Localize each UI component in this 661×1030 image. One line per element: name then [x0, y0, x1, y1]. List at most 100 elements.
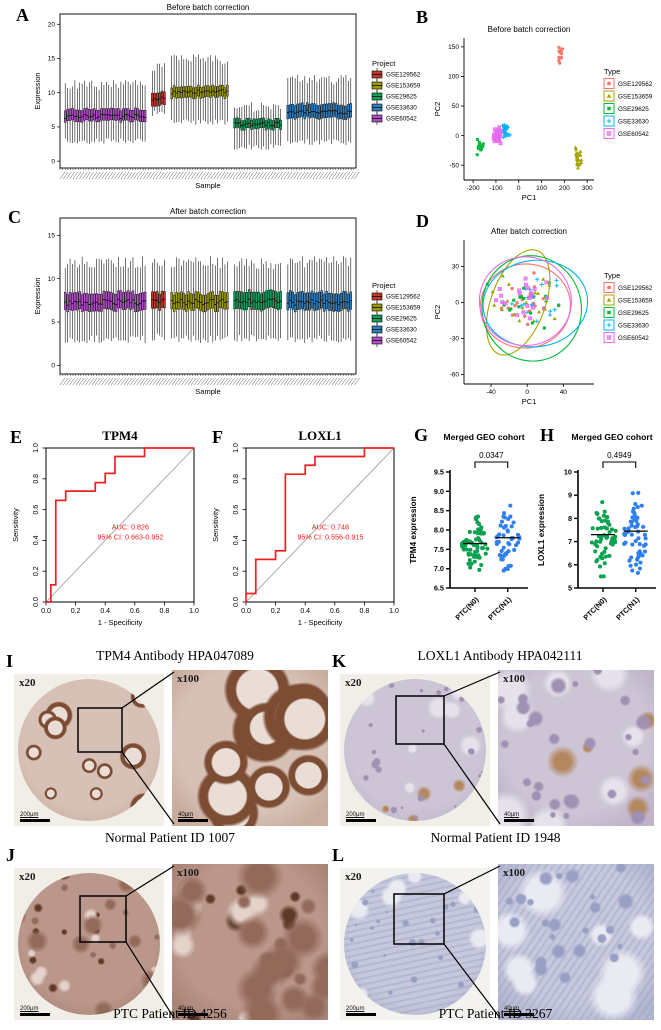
- panel-letter-l: L: [332, 845, 345, 865]
- scale-label: 200µm: [20, 1006, 39, 1013]
- svg-text:0.8: 0.8: [160, 608, 170, 615]
- roc-curve: [46, 447, 194, 603]
- cluster-GSE153659: [573, 145, 584, 170]
- scale-bar: 40µm: [178, 1006, 208, 1016]
- svg-text:LOXL1 expression: LOXL1 expression: [537, 494, 546, 566]
- svg-text:Merged GEO cohort: Merged GEO cohort: [571, 432, 652, 442]
- svg-text:GSE60542: GSE60542: [386, 116, 417, 123]
- roc-curve: [245, 447, 394, 602]
- svg-text:-40: -40: [486, 389, 496, 396]
- svg-text:1 - Specificity: 1 - Specificity: [298, 618, 343, 627]
- panel-d-pca-after: -40 0 40 -60 -30 0 30 After batch correction PC1…: [433, 227, 653, 406]
- cluster-GSE29625: [475, 138, 485, 157]
- svg-text:150: 150: [448, 44, 459, 51]
- svg-text:Sample: Sample: [195, 387, 220, 396]
- svg-text:95% CI: 0.663-0.952: 95% CI: 0.663-0.952: [97, 533, 163, 542]
- svg-text:7.0: 7.0: [434, 564, 444, 573]
- svg-text:8.5: 8.5: [434, 506, 444, 515]
- svg-text:0.0: 0.0: [33, 597, 40, 607]
- svg-text:0: 0: [455, 300, 459, 307]
- panel-letter-c: C: [8, 207, 21, 227]
- panel-letter-d: D: [416, 211, 429, 231]
- svg-text:100: 100: [448, 74, 459, 81]
- svg-text:Type: Type: [604, 271, 620, 280]
- svg-text:0: 0: [455, 133, 459, 140]
- svg-text:0: 0: [525, 389, 529, 396]
- ellipse-GSE33630: [482, 259, 589, 348]
- magnification-label: x20: [19, 871, 36, 883]
- svg-text:0.4: 0.4: [300, 608, 310, 615]
- svg-text:0.0: 0.0: [233, 597, 240, 607]
- svg-text:GSE153659: GSE153659: [386, 305, 421, 312]
- svg-text:GSE33630: GSE33630: [386, 327, 417, 334]
- svg-text:30: 30: [452, 264, 460, 271]
- svg-text:0.6: 0.6: [33, 505, 40, 515]
- svg-text:0.8: 0.8: [360, 608, 370, 615]
- svg-text:20: 20: [48, 21, 56, 28]
- svg-text:7: 7: [568, 537, 572, 546]
- panel-c-boxplot-after: After batch correction 0 5 10 15 Expression Sa…: [33, 207, 421, 396]
- svg-text:50: 50: [452, 103, 460, 110]
- svg-text:0.2: 0.2: [33, 566, 40, 576]
- svg-text:-200: -200: [467, 185, 480, 192]
- scale-label: 40µm: [178, 812, 194, 819]
- svg-text:1.0: 1.0: [233, 443, 240, 453]
- svg-text:GSE29625: GSE29625: [618, 310, 649, 317]
- svg-text:8.0: 8.0: [434, 526, 444, 535]
- panel-g-dotplot-tpm4: Merged GEO cohort 6.5 7.0 7.5 8.0 8.5 9.0 9.5 TP…: [409, 432, 528, 622]
- svg-text:0.6: 0.6: [330, 608, 340, 615]
- svg-text:8: 8: [568, 514, 572, 523]
- scale-bar: 40µm: [178, 812, 208, 822]
- scale-bar: 40µm: [504, 1006, 534, 1016]
- panel-b-pca-before: -200 -100 0 100 200 300 -50 0 50 100 150 Before bat…: [433, 25, 653, 202]
- svg-text:PTC(N1): PTC(N1): [486, 595, 513, 622]
- svg-text:6.5: 6.5: [434, 584, 444, 593]
- ihc-caption-j: PTC Patient ID 4256: [113, 1006, 227, 1021]
- svg-text:-50: -50: [450, 162, 460, 169]
- svg-text:0.4: 0.4: [233, 535, 240, 545]
- ihc-x100-image: x100 40µm: [498, 864, 654, 1020]
- svg-text:PC2: PC2: [433, 305, 442, 320]
- panel-f-roc-loxl1: LOXL1 0.0 0.2 0.4 0.6 0.8 1.0 0.0 0.2 0.4 0.6 0.8 1.…: [211, 428, 399, 627]
- svg-text:0.4: 0.4: [100, 608, 110, 615]
- svg-text:GSE153659: GSE153659: [386, 83, 421, 90]
- panel-letter-e: E: [10, 427, 23, 447]
- panel-letter-f: F: [212, 427, 223, 447]
- svg-text:PC2: PC2: [433, 102, 442, 117]
- cluster-GSE60542: [494, 276, 550, 321]
- ellipse-GSE153659: [485, 249, 551, 356]
- svg-text:GSE29625: GSE29625: [618, 106, 649, 113]
- svg-text:GSE153659: GSE153659: [618, 94, 653, 101]
- panel-e-roc-tpm4: TPM4 0.0 0.2 0.4 0.6 0.8 1.0 0.0 0.2 0.4 0.6 0.8 1.0…: [11, 428, 199, 627]
- svg-text:-60: -60: [450, 372, 460, 379]
- scale-bar: 200µm: [346, 812, 376, 822]
- svg-text:GSE129562: GSE129562: [386, 72, 421, 79]
- svg-text:5: 5: [51, 319, 55, 326]
- cluster-GSE33630: [498, 122, 513, 140]
- svg-text:Project: Project: [372, 59, 396, 68]
- panel-letter-h: H: [540, 425, 555, 445]
- ihc-caption-i: Normal Patient ID 1007: [104, 830, 236, 845]
- magnification-label: x20: [345, 677, 362, 689]
- svg-text:10: 10: [48, 90, 56, 97]
- ihc-x100-image: x100 40µm: [172, 864, 328, 1020]
- svg-text:GSE60542: GSE60542: [618, 131, 649, 138]
- significance-bracket: [474, 461, 509, 468]
- magnification-label: x20: [19, 677, 36, 689]
- svg-text:5: 5: [51, 124, 55, 131]
- svg-text:PTC(N1): PTC(N1): [614, 595, 641, 622]
- panel-letter-j: J: [6, 845, 15, 865]
- svg-text:0.2: 0.2: [71, 608, 81, 615]
- svg-text:1.0: 1.0: [389, 608, 399, 615]
- svg-text:After batch correction: After batch correction: [491, 227, 567, 236]
- svg-text:1 - Specificity: 1 - Specificity: [98, 618, 143, 627]
- svg-text:Merged GEO cohort: Merged GEO cohort: [443, 432, 524, 442]
- svg-text:9.0: 9.0: [434, 487, 444, 496]
- svg-text:0.8: 0.8: [233, 474, 240, 484]
- tissue-core: [344, 873, 486, 1015]
- svg-text:-100: -100: [489, 185, 502, 192]
- dot-group-PTC(N0): [589, 500, 618, 579]
- svg-text:Sample: Sample: [195, 181, 220, 190]
- scale-bar: 40µm: [504, 812, 534, 822]
